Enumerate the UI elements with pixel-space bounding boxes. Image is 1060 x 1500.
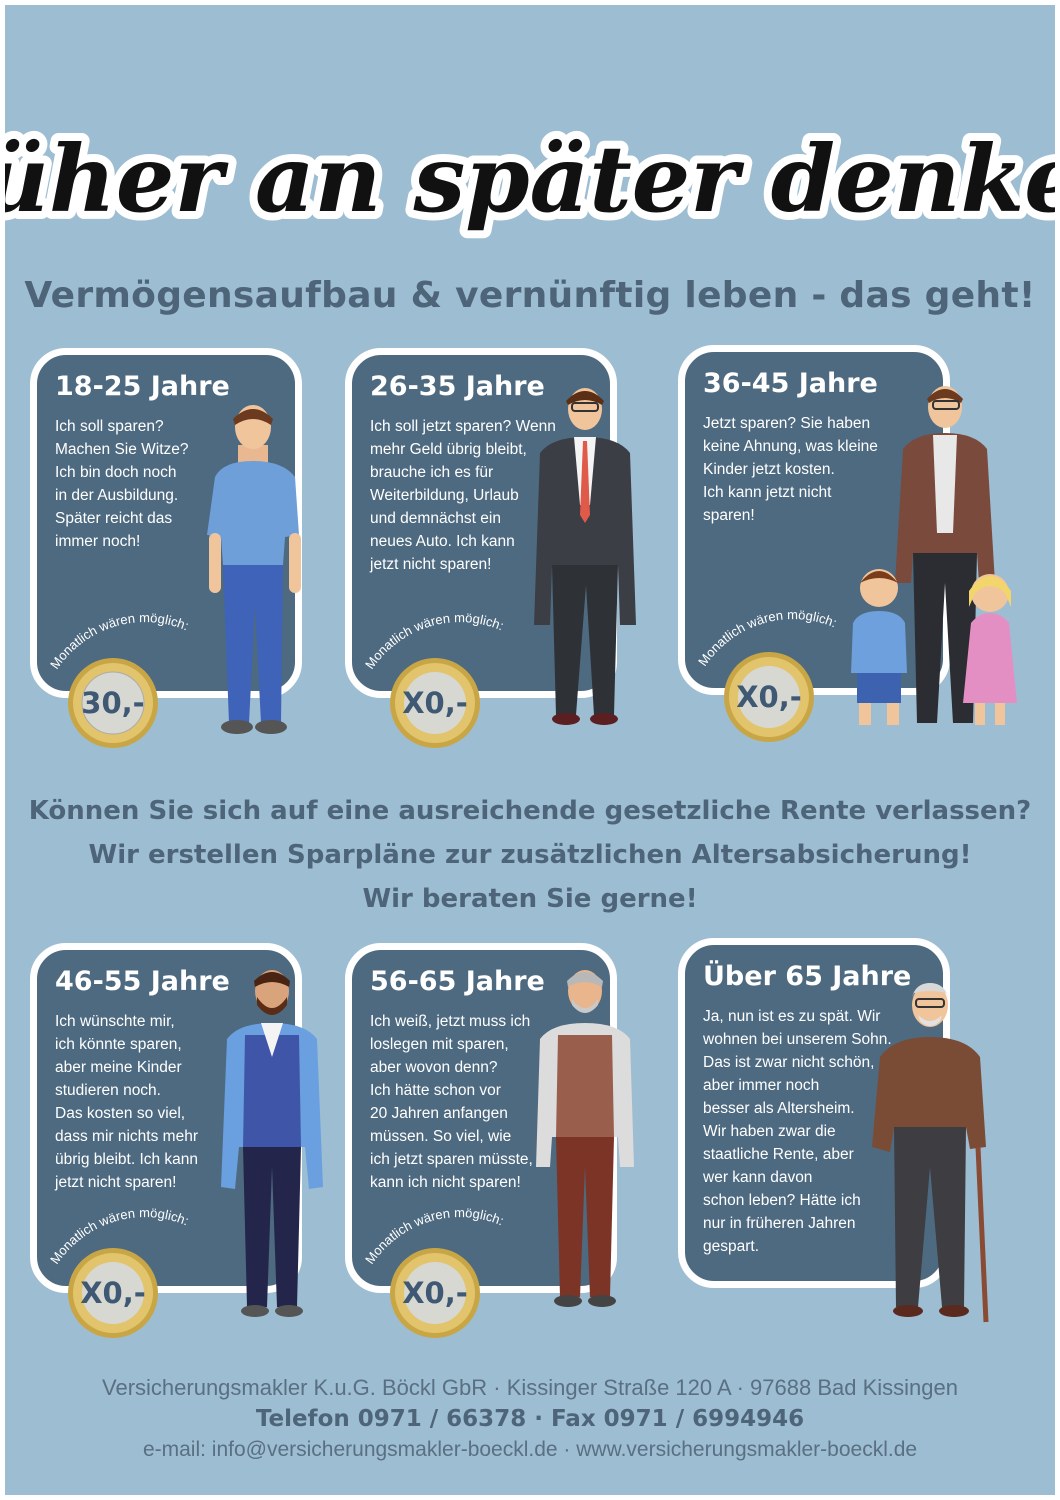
svg-text:X0,-: X0,-	[402, 686, 468, 720]
card-title: 56-65 Jahre	[370, 966, 545, 997]
elderly-man-with-cane-illustration	[872, 983, 989, 1323]
svg-text:30,-: 30,-	[81, 686, 144, 720]
young-man-illustration	[207, 405, 301, 734]
question-line: Wir beraten Sie gerne!	[362, 884, 698, 914]
card-title: 46-55 Jahre	[55, 966, 230, 997]
svg-text:Früher an später denken!: Früher an später denken!	[5, 125, 1055, 233]
svg-text:X0,-: X0,-	[736, 680, 802, 714]
flyer: Früher an später denken! Früher an späte…	[5, 5, 1055, 1495]
euro-coin: X0,-	[390, 658, 480, 748]
email-website: e-mail: info@versicherungsmakler-boeckl.…	[142, 1438, 918, 1461]
headline-text: Früher an später denken!	[5, 125, 1055, 233]
pension-question: Können Sie sich auf eine ausreichende ge…	[5, 789, 1055, 921]
svg-text:X0,-: X0,-	[80, 1276, 146, 1310]
card-title: Über 65 Jahre	[703, 961, 912, 992]
bearded-man-illustration	[221, 970, 323, 1317]
card-text: Ich weiß, jetzt muss ich loslegen mit spa…	[370, 1013, 533, 1191]
businessman-illustration	[534, 388, 636, 725]
subtitle: Vermögensaufbau & vernünftig leben - das…	[24, 275, 1036, 316]
headline: Früher an später denken! Früher an späte…	[5, 117, 1055, 241]
euro-coin: 30,-	[68, 658, 158, 748]
footer-contact: Versicherungsmakler K.u.G. Böckl GbR · K…	[5, 1373, 1055, 1465]
card-text: Ich soll jetzt sparen? Wenn mehr Geld übr…	[370, 418, 556, 573]
question-line: Wir erstellen Sparpläne zur zusätzlichen…	[88, 840, 972, 870]
card-text: Ich wünschte mir, ich könnte sparen, aber …	[55, 1013, 199, 1191]
card-text: Jetzt sparen? Sie haben keine Ahnung, was…	[703, 415, 878, 524]
euro-coin: X0,-	[390, 1248, 480, 1338]
card-title: 26-35 Jahre	[370, 371, 545, 402]
card-text: Ja, nun ist es zu spät. Wir wohnen bei un…	[703, 1008, 892, 1255]
question-line: Können Sie sich auf eine ausreichende ge…	[28, 796, 1032, 826]
euro-coin: X0,-	[68, 1248, 158, 1338]
father-with-children-illustration	[851, 386, 1017, 725]
card-title: 36-45 Jahre	[703, 368, 878, 399]
card-text: Ich soll sparen? Machen Sie Witze? Ich bin…	[55, 418, 189, 550]
card-title: 18-25 Jahre	[55, 371, 230, 402]
svg-text:X0,-: X0,-	[402, 1276, 468, 1310]
euro-coin: X0,-	[724, 652, 814, 742]
phone-fax: Telefon 0971 / 66378 · Fax 0971 / 699494…	[255, 1406, 805, 1432]
grey-haired-man-illustration	[536, 970, 634, 1307]
company-address: Versicherungsmakler K.u.G. Böckl GbR · K…	[102, 1375, 958, 1400]
